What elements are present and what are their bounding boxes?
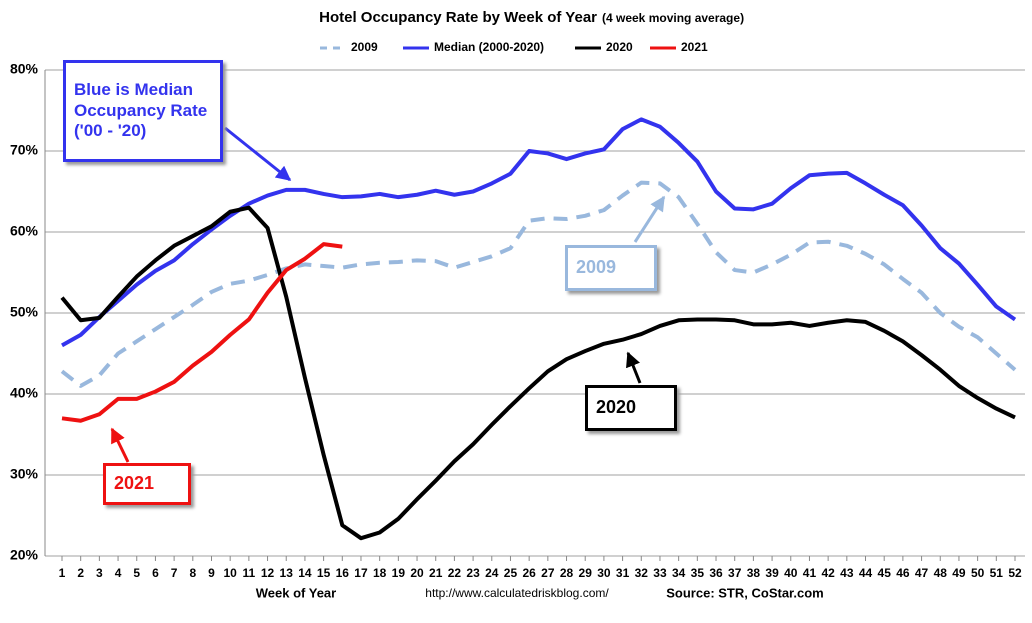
x-tick-label: 40: [784, 566, 798, 580]
series-line: [60, 205, 1016, 541]
legend-label: 2009: [351, 40, 378, 54]
x-axis-label: Week of Year: [256, 585, 336, 600]
x-tick-label: 2: [77, 566, 84, 580]
y-tick-label: 40%: [10, 385, 39, 401]
series-line: [60, 180, 1017, 388]
arrow: [224, 126, 292, 182]
legend-label: Median (2000-2020): [434, 40, 544, 54]
series-line: [61, 242, 343, 423]
annotation: 2009: [565, 245, 657, 291]
x-tick-label: 13: [280, 566, 294, 580]
x-tick-label: 31: [616, 566, 630, 580]
y-tick-label: 80%: [10, 61, 39, 77]
x-tick-label: 38: [747, 566, 761, 580]
chart-title: Hotel Occupancy Rate by Week of Year: [319, 9, 597, 26]
annotation: 2021: [103, 463, 191, 505]
x-tick-label: 41: [803, 566, 817, 580]
x-tick-label: 23: [466, 566, 480, 580]
x-tick-label: 48: [934, 566, 948, 580]
series-line: [61, 117, 1017, 348]
x-tick-label: 18: [373, 566, 387, 580]
x-tick-label: 1: [59, 566, 66, 580]
x-tick-label: 11: [243, 566, 256, 580]
x-tick-label: 25: [504, 566, 518, 580]
annotation: 2020: [585, 385, 677, 431]
x-tick-label: 27: [541, 566, 555, 580]
x-tick-label: 30: [597, 566, 611, 580]
chart-subtitle: (4 week moving average): [602, 11, 744, 25]
x-tick-label: 43: [840, 566, 854, 580]
x-tick-label: 12: [261, 566, 275, 580]
x-tick-label: 4: [115, 566, 122, 580]
x-tick-label: 15: [317, 566, 331, 580]
x-tick-label: 34: [672, 566, 686, 580]
x-tick-label: 39: [765, 566, 779, 580]
x-tick-label: 26: [522, 566, 536, 580]
x-tick-label: 28: [560, 566, 574, 580]
x-tick-label: 49: [952, 566, 966, 580]
x-tick-label: 35: [691, 566, 705, 580]
x-tick-label: 24: [485, 566, 499, 580]
arrow: [633, 195, 666, 243]
x-tick-label: 3: [96, 566, 103, 580]
x-tick-label: 47: [915, 566, 929, 580]
x-tick-label: 51: [990, 566, 1004, 580]
x-tick-label: 5: [133, 566, 140, 580]
x-tick-label: 33: [653, 566, 667, 580]
x-tick-label: 6: [152, 566, 159, 580]
x-tick-label: 14: [298, 566, 312, 580]
x-tick-label: 45: [878, 566, 892, 580]
y-tick-label: 60%: [10, 223, 39, 239]
x-tick-label: 37: [728, 566, 742, 580]
x-tick-label: 7: [171, 566, 178, 580]
x-tick-label: 8: [189, 566, 196, 580]
x-tick-label: 36: [709, 566, 723, 580]
source: Source: STR, CoStar.com: [666, 585, 823, 600]
annotation: Blue is Median Occupancy Rate ('00 - '20…: [63, 60, 223, 162]
x-tick-label: 44: [859, 566, 873, 580]
x-tick-label: 16: [336, 566, 350, 580]
x-tick-label: 21: [429, 566, 443, 580]
x-tick-label: 19: [392, 566, 406, 580]
x-tick-label: 9: [208, 566, 215, 580]
x-tick-label: 42: [821, 566, 835, 580]
x-tick-label: 52: [1008, 566, 1022, 580]
arrow: [110, 427, 130, 463]
legend-label: 2020: [606, 40, 633, 54]
legend-label: 2021: [681, 40, 708, 54]
y-tick-label: 30%: [10, 466, 39, 482]
y-tick-label: 20%: [10, 547, 39, 563]
arrow: [626, 351, 642, 384]
y-tick-label: 50%: [10, 304, 39, 320]
arrows: [110, 126, 666, 463]
x-tick-label: 50: [971, 566, 985, 580]
x-tick-label: 20: [410, 566, 424, 580]
x-tick-label: 17: [354, 566, 368, 580]
footer-url: http://www.calculatedriskblog.com/: [425, 586, 609, 600]
x-tick-label: 32: [635, 566, 649, 580]
x-tick-label: 10: [223, 566, 237, 580]
x-tick-label: 29: [579, 566, 593, 580]
x-tick-label: 22: [448, 566, 462, 580]
y-tick-label: 70%: [10, 142, 39, 158]
x-tick-label: 46: [896, 566, 910, 580]
